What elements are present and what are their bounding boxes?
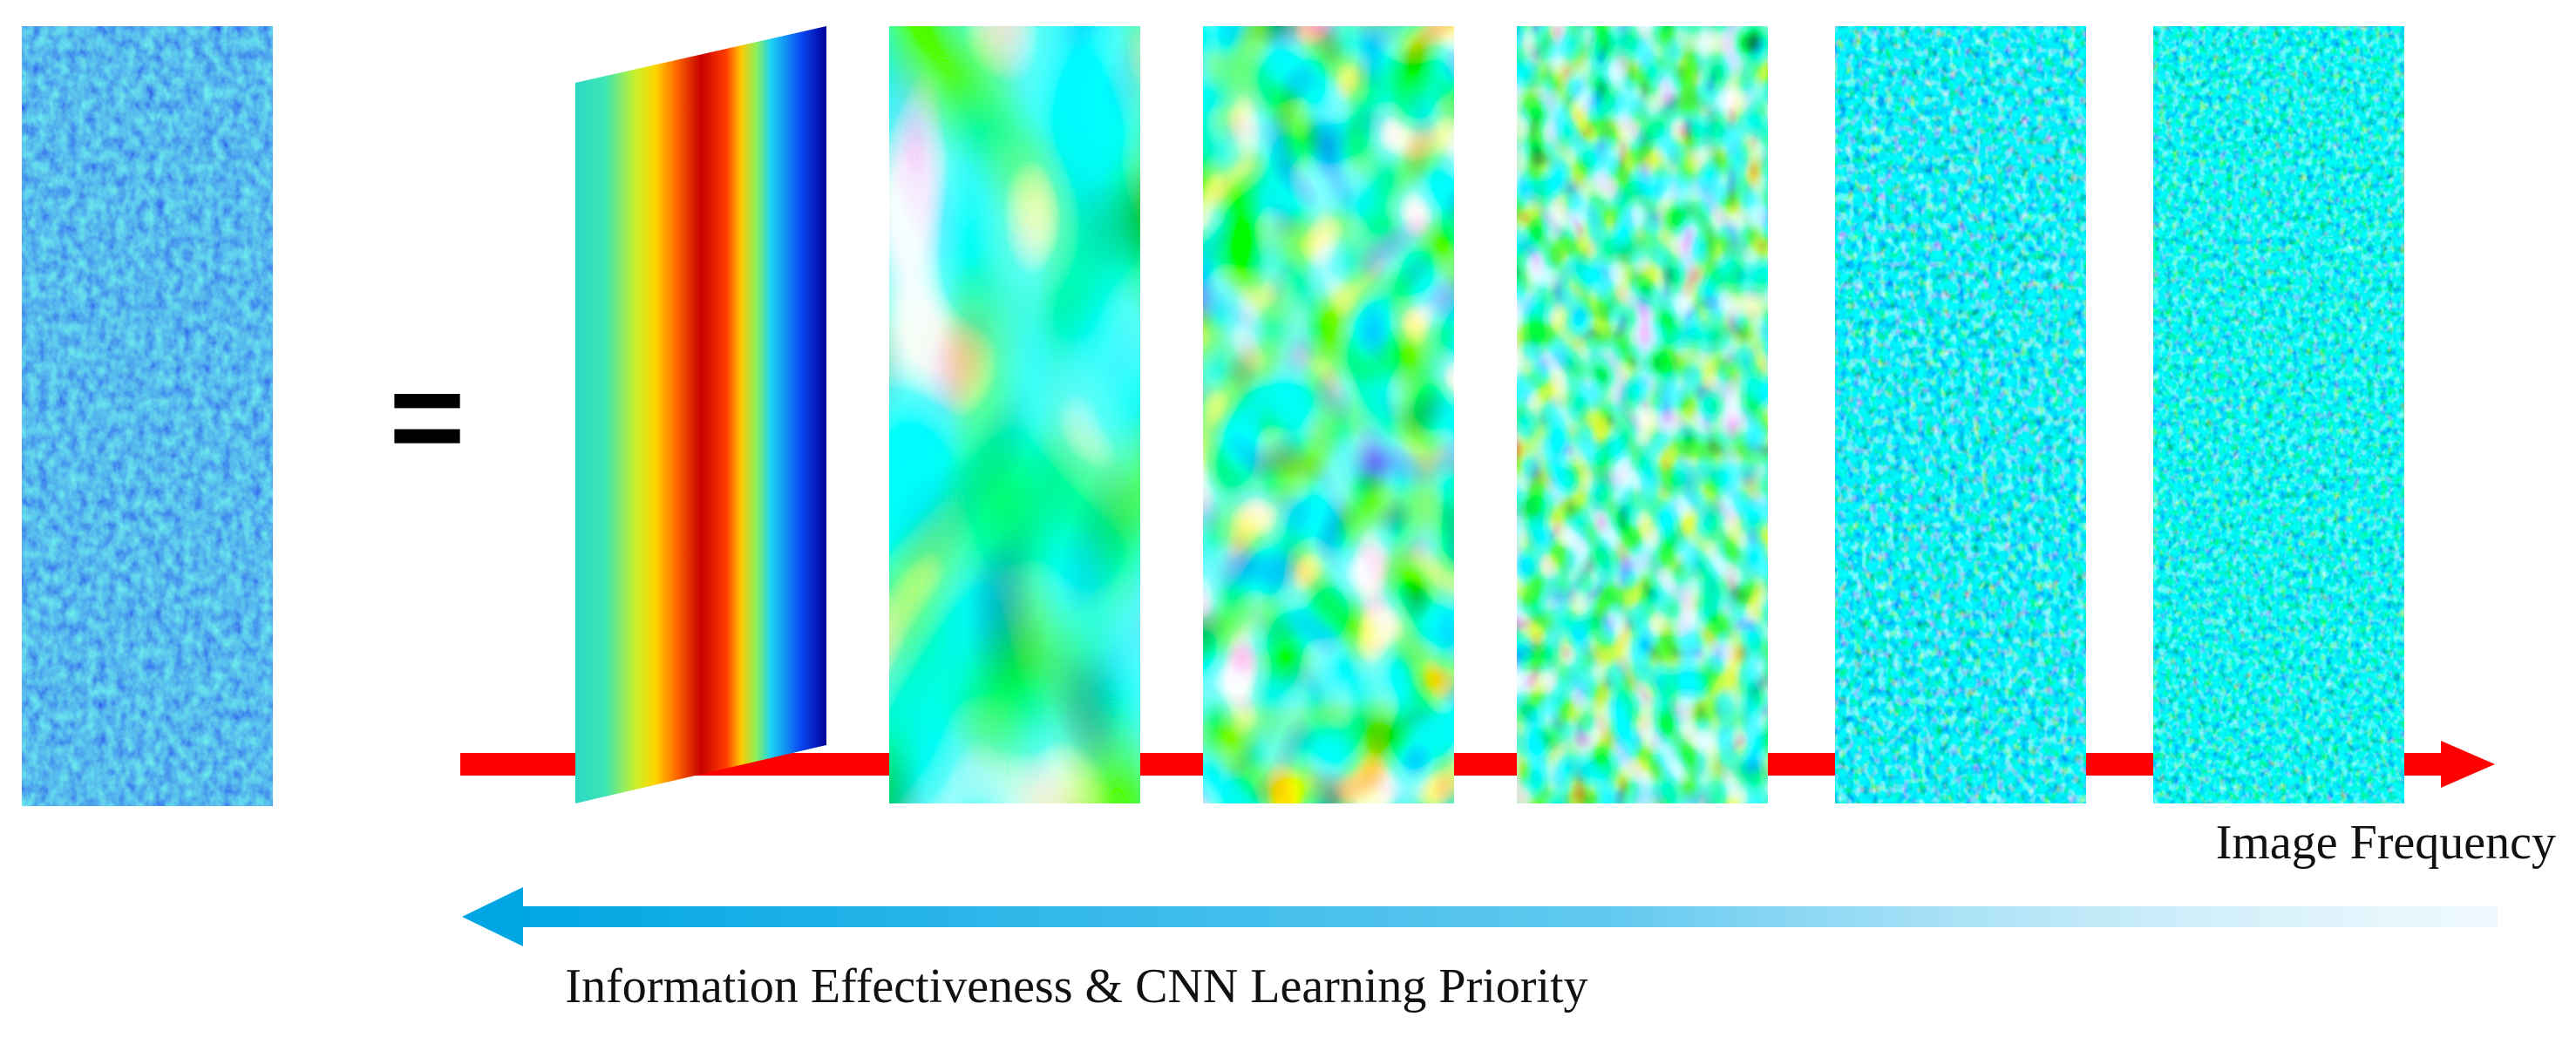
- priority-arrow: [462, 887, 2498, 946]
- frequency-component-panel-1: [575, 26, 826, 803]
- frequency-component-panel-3: [1203, 26, 1454, 803]
- priority-label: Information Effectiveness & CNN Learning…: [565, 959, 1587, 1013]
- frequency-arrow: [460, 741, 2495, 788]
- frequency-component-panel-4: [1517, 26, 1768, 803]
- equals-symbol: =: [389, 343, 466, 490]
- frequency-component-panel-2: [889, 26, 1140, 803]
- frequency-component-panel-5: [1835, 26, 2086, 803]
- frequency-component-panel-6: [2153, 26, 2404, 803]
- original-image-panel: [22, 26, 273, 806]
- image-frequency-label: Image Frequency: [2216, 816, 2556, 870]
